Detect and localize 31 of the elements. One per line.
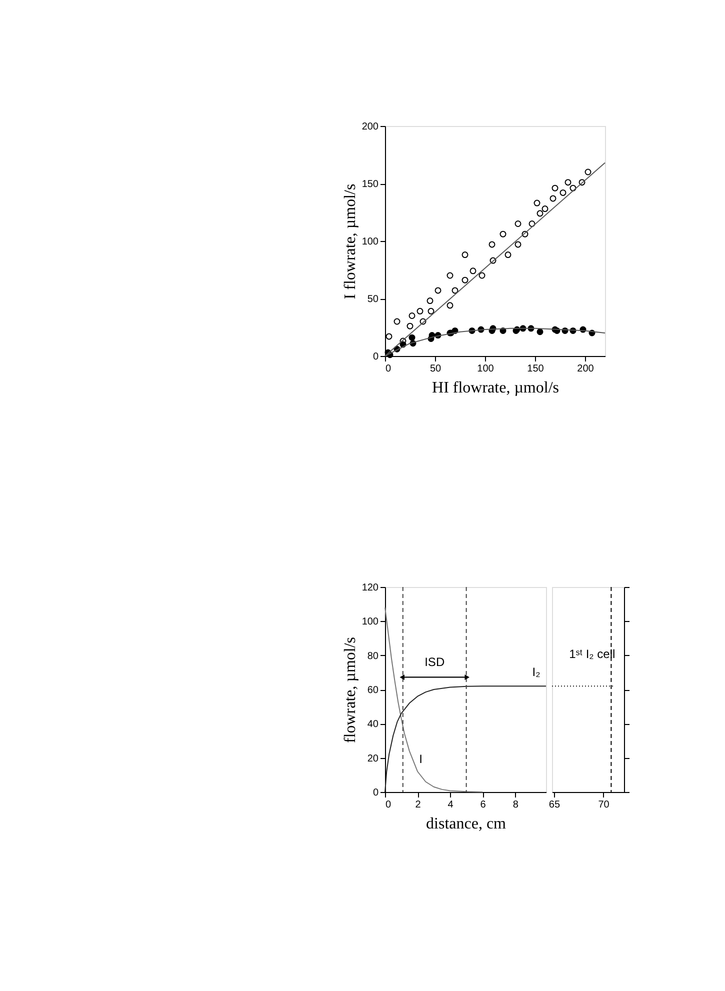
- y-tick-label: 80: [367, 650, 379, 662]
- y-axis-title: flowrate, µmol/s: [342, 636, 359, 744]
- x-tick-label: 65: [548, 800, 560, 810]
- x-tick-label: 200: [577, 364, 594, 374]
- annotation: ISD: [424, 655, 445, 669]
- y-tick-label: 50: [367, 294, 379, 305]
- annotation: I₂: [532, 664, 541, 679]
- y-axis-title: I flowrate, µmol/s: [342, 184, 359, 300]
- y-tick-label: 100: [362, 236, 379, 248]
- x-tick-label: 2: [415, 800, 422, 810]
- x-tick-label: 70: [598, 800, 610, 810]
- y-tick-label: 20: [367, 753, 379, 764]
- x-tick-label: 6: [480, 800, 486, 810]
- y-tick-label: 0: [372, 788, 379, 798]
- y-tick-label: 40: [367, 719, 379, 730]
- y-tick-label: 0: [372, 352, 379, 362]
- y-tick-label: 200: [362, 122, 379, 132]
- x-axis-title: HI flowrate, µmol/s: [432, 380, 559, 396]
- x-tick-label: 0: [386, 800, 392, 810]
- y-tick-label: 120: [362, 582, 379, 594]
- y-tick-label: 60: [367, 685, 379, 696]
- annotation: I: [419, 752, 422, 766]
- x-tick-label: 50: [430, 364, 442, 374]
- x-tick-label: 8: [512, 800, 519, 810]
- x-tick-label: 0: [386, 364, 392, 374]
- y-tick-label: 100: [362, 616, 379, 628]
- x-tick-label: 4: [448, 800, 454, 810]
- y-tick-label: 150: [362, 179, 379, 190]
- x-tick-label: 100: [477, 364, 494, 374]
- x-axis-title: distance, cm: [426, 816, 507, 832]
- x-tick-label: 150: [527, 364, 544, 374]
